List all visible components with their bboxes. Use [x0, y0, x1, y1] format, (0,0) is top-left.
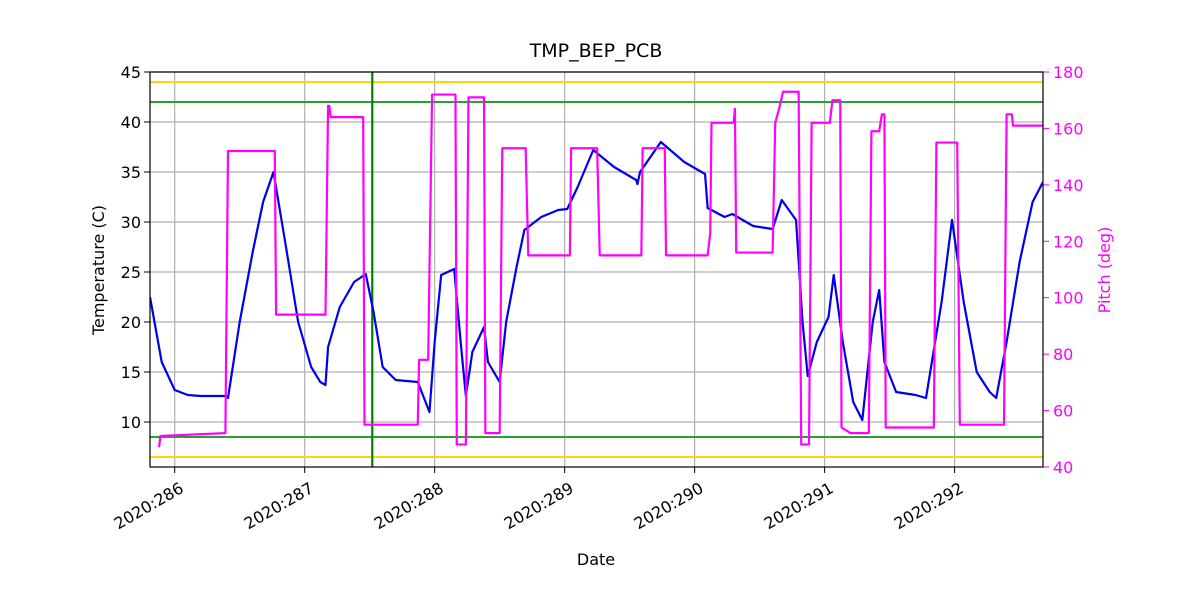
x-tick-label: 2020:291: [761, 478, 837, 533]
x-tick-label: 2020:286: [111, 478, 187, 533]
plot-frame: [149, 71, 1044, 468]
data-line: [158, 90, 1043, 448]
y2-tick-label: 40: [1053, 458, 1073, 477]
y2-tick-label: 100: [1053, 289, 1084, 308]
x-tick-label: 2020:287: [241, 478, 317, 533]
y-tick-label: 40: [121, 113, 141, 132]
y-axis-label: Temperature (C): [89, 205, 108, 336]
y2-tick-label: 120: [1053, 232, 1084, 251]
x-tick-label: 2020:290: [631, 478, 707, 533]
y-tick-label: 45: [121, 63, 141, 82]
y2-tick-label: 80: [1053, 345, 1073, 364]
y-tick-label: 30: [121, 213, 141, 232]
chart-title: TMP_BEP_PCB: [529, 40, 663, 62]
x-tick-label: 2020:289: [501, 478, 577, 533]
y2-tick-label: 140: [1053, 176, 1084, 195]
y2-tick-label: 180: [1053, 63, 1084, 82]
x-tick-label: 2020:292: [891, 478, 967, 533]
y2-axis-label: Pitch (deg): [1095, 227, 1114, 314]
data-line: [150, 140, 1043, 422]
y-tick-label: 10: [121, 413, 141, 432]
y2-tick-label: 160: [1053, 119, 1084, 138]
y-tick-label: 15: [121, 363, 141, 382]
y-tick-label: 25: [121, 263, 141, 282]
y-tick-label: 20: [121, 313, 141, 332]
y-tick-label: 35: [121, 163, 141, 182]
y2-tick-label: 60: [1053, 402, 1073, 421]
x-axis-label: Date: [577, 550, 615, 569]
x-tick-label: 2020:288: [371, 478, 447, 533]
